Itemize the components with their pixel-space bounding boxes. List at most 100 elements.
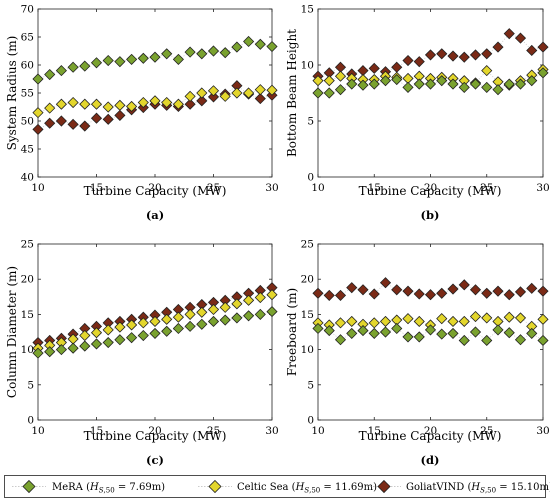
series-mera-a — [32, 35, 278, 85]
point-goliatvind — [424, 49, 437, 61]
point-mera — [90, 57, 103, 69]
point-goliatvind — [312, 287, 324, 299]
point-goliatvind — [79, 120, 91, 132]
point-goliatvind — [447, 283, 459, 295]
legend-hs-mera: 7.69m — [129, 482, 161, 493]
y-tick-label: 5 — [307, 379, 314, 391]
point-goliatvind — [481, 287, 493, 299]
point-celtic-sea — [231, 87, 243, 99]
series-mera-b — [312, 67, 549, 99]
point-celtic-sea — [436, 313, 448, 325]
point-goliatvind — [458, 51, 470, 63]
point-goliatvind — [90, 112, 103, 124]
panel-label-b: (b) — [421, 208, 440, 222]
point-celtic-sea — [102, 324, 114, 336]
point-mera — [379, 326, 392, 338]
point-mera — [266, 40, 278, 53]
point-celtic-sea — [55, 98, 67, 110]
point-mera — [126, 332, 138, 344]
x-tick-label: 30 — [265, 182, 278, 194]
point-celtic-sea — [44, 102, 56, 114]
point-mera — [526, 75, 538, 87]
point-mera — [231, 41, 243, 53]
y-tick-label: 60 — [21, 60, 34, 72]
x-tick-label: 10 — [311, 182, 324, 194]
point-goliatvind — [402, 285, 414, 297]
point-celtic-sea — [137, 317, 149, 329]
legend-box — [4, 475, 546, 498]
x-axis-label-d: Turbine Capacity (MW) — [359, 429, 502, 443]
point-goliatvind — [413, 56, 425, 68]
point-mera — [526, 327, 538, 339]
y-tick-label: 15 — [21, 309, 34, 321]
point-mera — [503, 327, 515, 339]
point-mera — [323, 87, 335, 99]
point-celtic-sea — [126, 319, 138, 331]
point-celtic-sea — [447, 315, 459, 328]
series-celtic-sea-c — [32, 289, 278, 354]
x-tick-label: 30 — [536, 425, 549, 437]
point-celtic-sea — [149, 315, 161, 328]
y-tick-label: 50 — [21, 116, 34, 128]
y-tick-label: 15 — [301, 309, 314, 321]
point-mera — [481, 81, 493, 93]
point-goliatvind — [514, 286, 527, 298]
point-goliatvind — [469, 284, 482, 296]
point-mera — [346, 327, 358, 339]
point-mera — [149, 51, 161, 63]
point-celtic-sea — [149, 95, 161, 107]
point-mera — [424, 78, 437, 90]
x-axis-label-c: Turbine Capacity (MW) — [84, 429, 227, 443]
point-mera — [514, 78, 527, 90]
y-axis-label-b: Bottom Beam Height — [285, 29, 299, 157]
y-tick-label: 70 — [21, 4, 34, 16]
point-mera — [254, 38, 266, 50]
point-mera — [413, 78, 425, 90]
point-mera — [79, 340, 91, 352]
point-celtic-sea — [334, 70, 347, 82]
point-goliatvind — [447, 50, 459, 62]
point-mera — [32, 347, 44, 359]
point-mera — [492, 324, 504, 336]
point-celtic-sea — [312, 75, 324, 87]
point-mera — [391, 322, 403, 335]
x-axis-label-b: Turbine Capacity (MW) — [359, 184, 502, 198]
y-tick-label: 10 — [301, 344, 314, 356]
point-mera — [447, 327, 459, 339]
point-goliatvind — [469, 49, 482, 61]
point-celtic-sea — [161, 96, 173, 109]
point-mera — [254, 308, 266, 320]
legend-marker-celtic-sea — [208, 479, 222, 494]
y-tick-label: 15 — [301, 4, 314, 16]
y-tick-label: 40 — [21, 172, 34, 184]
point-mera — [379, 75, 392, 87]
series-mera-d — [312, 322, 549, 347]
x-tick-label: 25 — [207, 182, 220, 194]
series-celtic-sea-a — [32, 84, 278, 119]
point-celtic-sea — [137, 96, 149, 109]
legend-entry-mera: MeRA (HS,50 = 7.69m) — [12, 479, 165, 495]
y-tick-label: 45 — [21, 144, 34, 156]
point-mera — [334, 84, 347, 96]
x-tick-label: 20 — [148, 182, 161, 194]
point-mera — [55, 344, 67, 356]
x-tick-label: 25 — [480, 425, 493, 437]
point-celtic-sea — [126, 100, 138, 113]
y-tick-label: 0 — [307, 172, 314, 184]
point-goliatvind — [67, 118, 79, 130]
point-mera — [481, 334, 493, 347]
point-mera — [32, 73, 44, 85]
x-tick-label: 30 — [265, 425, 278, 437]
panel-label-c: (c) — [146, 453, 164, 467]
point-celtic-sea — [243, 294, 255, 306]
series-mera-c — [32, 306, 278, 359]
point-goliatvind — [436, 48, 448, 60]
point-goliatvind — [503, 28, 515, 40]
y-tick-label: 20 — [21, 274, 34, 286]
point-mera — [391, 73, 403, 86]
legend-entry-celtic-sea: Celtic Sea (HS,50 = 11.69m) — [198, 479, 377, 495]
point-mera — [231, 312, 243, 324]
y-axis-label-c: Column Diameter (m) — [5, 266, 19, 398]
point-celtic-sea — [254, 291, 266, 304]
